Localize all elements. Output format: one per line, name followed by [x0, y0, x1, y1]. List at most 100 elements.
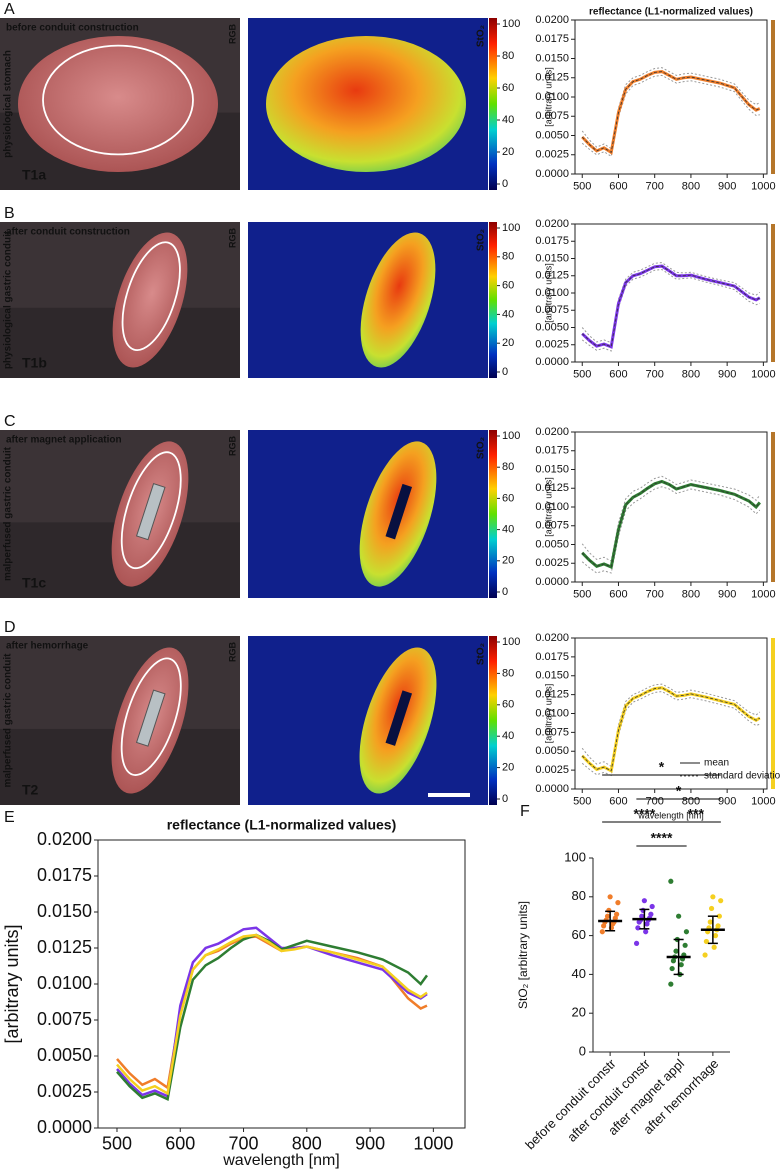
x-tick-label: 700 [646, 181, 664, 193]
sd-lower [581, 74, 760, 158]
sto2-label: StO₂ [476, 25, 487, 47]
y-tick-label: 20 [572, 1005, 586, 1020]
y-tick-label: 0.0200 [535, 218, 569, 230]
colorbar-tick-label: 20 [502, 762, 514, 774]
y-tick-label: 0.0125 [37, 937, 92, 957]
y-tick-label: 0.0050 [535, 321, 569, 333]
sto2-tissue [266, 36, 466, 172]
y-tick-label: 60 [572, 927, 586, 942]
sto2-label: StO₂ [476, 643, 487, 665]
x-tick-label: 800 [682, 369, 700, 381]
x-tick-label: 500 [573, 369, 591, 381]
y-tick-label: 0.0100 [535, 707, 569, 719]
y-tick-label: 0.0025 [535, 339, 569, 351]
x-tick-label: 700 [646, 369, 664, 381]
x-tick-label: 800 [292, 1134, 322, 1154]
sd-upper [581, 683, 761, 768]
mean-line-core [581, 265, 760, 348]
y-tick-label: 0 [579, 1043, 586, 1058]
data-point [614, 911, 620, 917]
y-tick-label: 0.0000 [535, 356, 569, 368]
x-tick-label: 700 [646, 589, 664, 601]
mean-line-core [581, 687, 761, 772]
significance-label: **** [633, 806, 655, 822]
rgb-label: RGB [227, 642, 237, 663]
x-tick-label: 800 [682, 589, 700, 601]
colorbar [489, 636, 497, 805]
data-point [715, 923, 721, 929]
sto2-magnet [385, 690, 413, 746]
y-tick-label: 0.0075 [535, 110, 569, 122]
mean-line-core [581, 481, 761, 568]
x-axis-label: wavelength [nm] [222, 1152, 340, 1169]
y-tick-label: 0.0125 [535, 482, 569, 494]
plot-frame [574, 223, 768, 363]
data-point [712, 933, 719, 939]
roi-outline [120, 451, 182, 570]
x-tick-label: 1000 [751, 181, 775, 193]
tissue-label: physiological gastric conduit [3, 230, 14, 369]
y-tick-label: 0.0075 [535, 520, 569, 532]
y-tick-label: 0.0150 [535, 463, 569, 475]
colorbar-tick-label: 60 [502, 699, 514, 711]
colorbar-tick-label: 20 [502, 555, 514, 567]
x-tick-label: 800 [682, 181, 700, 193]
data-point [648, 911, 654, 917]
data-point [635, 925, 641, 931]
significance-label: *** [688, 806, 705, 822]
colorbar-tick-label: 40 [502, 308, 514, 320]
colorbar-tick-label: 40 [502, 114, 514, 126]
data-point [682, 942, 688, 948]
magnet [135, 689, 166, 747]
plot-frame [574, 431, 768, 583]
condition-label: after magnet application [6, 435, 122, 446]
colorbar-tick-label: 100 [502, 636, 520, 648]
y-tick-label: 0.0075 [535, 726, 569, 738]
y-tick-label: 0.0200 [535, 14, 569, 26]
sd-lower [581, 486, 761, 574]
y-axis-label: [arbitrary units] [543, 684, 553, 744]
colorbar-tick-label: 80 [502, 461, 514, 473]
data-point [711, 944, 717, 950]
tissue-label: physiological stomach [3, 50, 14, 158]
sto2-label: StO₂ [476, 229, 487, 251]
chart-title: reflectance (L1-normalized values) [167, 817, 397, 833]
colorbar-tick-label: 60 [502, 280, 514, 292]
colorbar [489, 18, 497, 190]
y-axis-label: StO₂ [arbitrary units] [516, 901, 530, 1009]
x-tick-label: 900 [718, 589, 736, 601]
y-tick-label: 0.0100 [37, 973, 92, 993]
x-tick-label: 700 [229, 1134, 259, 1154]
data-point [604, 913, 611, 919]
sd-lower [581, 268, 760, 352]
y-tick-label: 0.0175 [535, 33, 569, 45]
y-tick-label: 0.0150 [37, 901, 92, 921]
colorbar-tick-label: 60 [502, 82, 514, 94]
colorbar-tick-label: 0 [502, 793, 508, 805]
mean-line [581, 264, 761, 349]
data-point [643, 929, 649, 935]
tissue [18, 36, 218, 172]
y-tick-label: 0.0150 [535, 52, 569, 64]
data-point [710, 894, 716, 900]
colorbar-tick-label: 40 [502, 730, 514, 742]
tissue-label: malperfused gastric conduit [3, 653, 14, 788]
y-axis-label: [arbitrary units] [2, 924, 22, 1043]
data-point [599, 929, 605, 935]
series-line [116, 933, 428, 1096]
panel-letter: F [520, 803, 530, 820]
colorbar-tick-label: 0 [502, 366, 508, 378]
colorbar-tick-label: 100 [502, 18, 520, 30]
x-tick-label: 1000 [751, 589, 775, 601]
data-point [615, 900, 621, 906]
timepoint-label: T1a [22, 167, 46, 183]
colorbar-tick-label: 40 [502, 524, 514, 536]
data-point [716, 913, 722, 919]
data-point [683, 929, 690, 935]
y-tick-label: 0.0000 [535, 168, 569, 180]
rgb-label: RGB [227, 24, 237, 45]
x-tick-label: 500 [573, 589, 591, 601]
y-tick-label: 0.0100 [535, 287, 569, 299]
y-tick-label: 0.0175 [37, 865, 92, 885]
x-tick-label: 500 [102, 1134, 132, 1154]
